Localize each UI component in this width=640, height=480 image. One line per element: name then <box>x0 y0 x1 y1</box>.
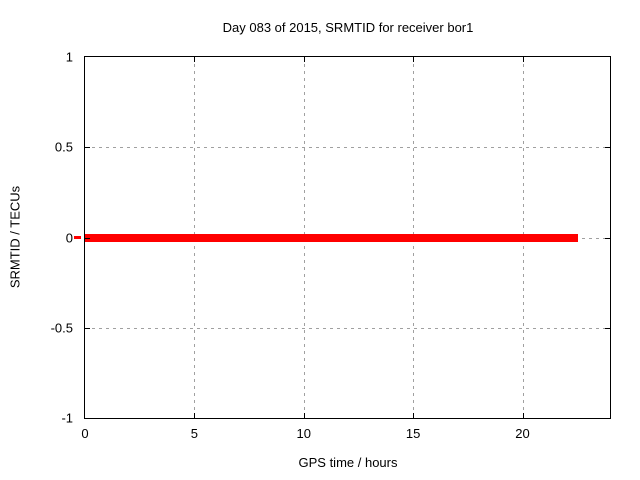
x-tick-mark-bottom <box>194 413 196 418</box>
x-tick-mark-bottom <box>303 413 305 418</box>
x-tick-label: 10 <box>296 426 311 441</box>
x-tick-mark-top <box>194 57 196 62</box>
x-tick-mark-bottom <box>413 413 415 418</box>
y-tick-label: 0.5 <box>54 139 73 155</box>
y-tick-label: 1 <box>65 49 73 65</box>
y-tick-label: -1 <box>61 410 73 426</box>
y-tick-label: 0 <box>65 230 73 245</box>
y-tick-mark-left <box>85 237 90 239</box>
series-start-cap <box>74 236 81 239</box>
plot-area: 0 5 10 15 20 1 0.5 0 -0.5 -1 <box>51 50 611 441</box>
y-tick-mark-left <box>85 147 90 149</box>
y-tick-mark-left <box>85 327 90 329</box>
y-tick-mark-right <box>605 147 610 149</box>
x-tick-label: 5 <box>190 426 198 441</box>
x-tick-mark-top <box>303 57 305 62</box>
y-gridline <box>85 147 610 149</box>
chart-title: Day 083 of 2015, SRMTID for receiver bor… <box>222 20 474 35</box>
x-tick-mark-top <box>522 57 524 62</box>
y-tick-label: -0.5 <box>50 320 73 336</box>
y-axis-label: SRMTID / TECUs <box>7 185 23 289</box>
x-axis-label: GPS time / hours <box>298 455 398 470</box>
x-tick-label: 15 <box>405 426 421 441</box>
y-tick-mark-right <box>605 237 610 239</box>
x-tick-label: 20 <box>515 426 530 441</box>
x-tick-label: 0 <box>81 426 89 441</box>
y-tick-mark-right <box>605 327 610 329</box>
y-gridline <box>85 327 610 329</box>
x-tick-mark-bottom <box>522 413 524 418</box>
series-line <box>85 233 579 242</box>
x-tick-mark-top <box>413 57 415 62</box>
